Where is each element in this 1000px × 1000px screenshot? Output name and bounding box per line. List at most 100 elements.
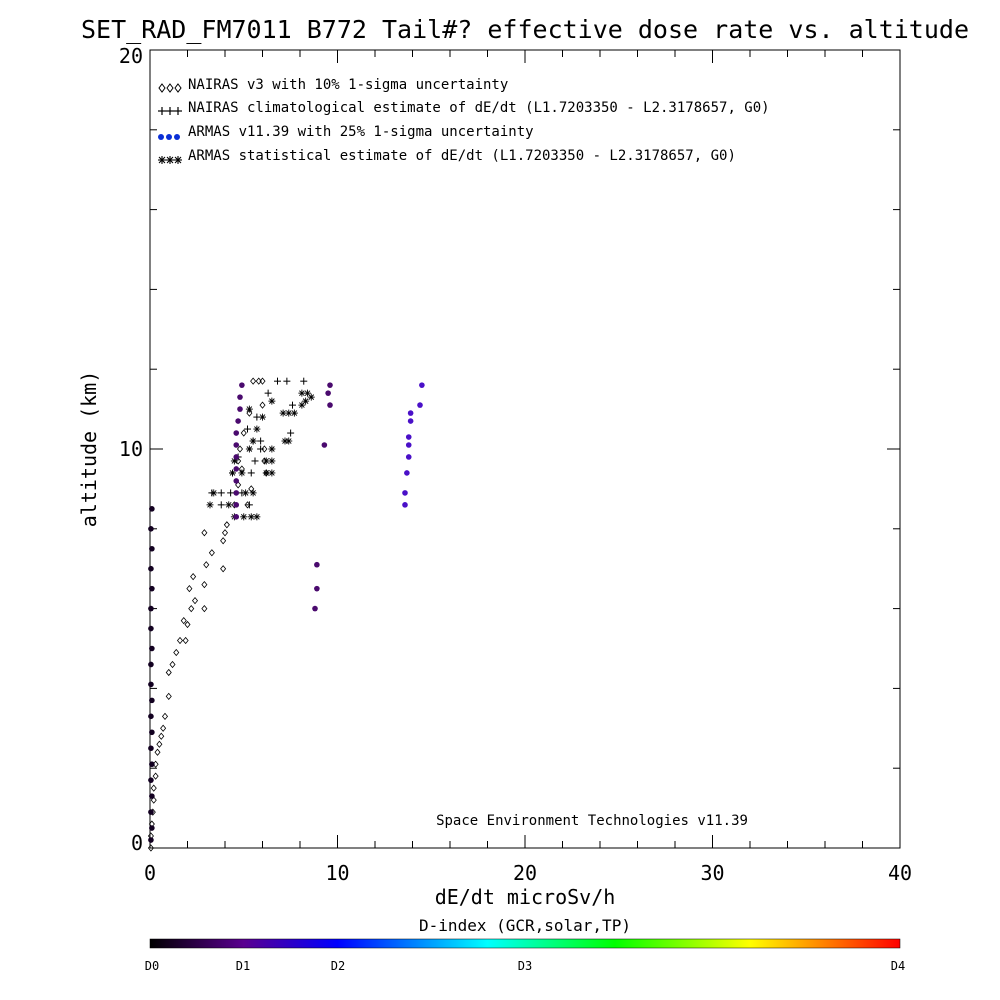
nairas-v3-point — [201, 581, 208, 589]
armas-v11-point — [402, 502, 408, 508]
legend-label-nairas-v3: NAIRAS v3 with 10% 1-sigma uncertainty — [188, 77, 508, 93]
axis-ticks — [149, 49, 901, 849]
colorbar-label-d4: D4 — [891, 959, 905, 973]
nairas-v3-point — [152, 772, 159, 780]
nairas-v3-point — [248, 485, 255, 493]
nairas-v3-point — [161, 712, 169, 720]
y-tick-label-20: 20 — [119, 44, 143, 68]
nairas-climatological-point — [251, 457, 259, 465]
legend-label-nairas-climatological: NAIRAS climatological estimate of dE/dt … — [188, 100, 770, 116]
nairas-v3-point — [147, 844, 154, 852]
legend-marker-dot — [158, 134, 180, 140]
armas-v11-point — [314, 585, 320, 592]
legend-marker-plus — [158, 107, 182, 115]
nairas-v3-point — [160, 724, 167, 732]
armas-v11-point — [404, 470, 410, 476]
nairas-v3-point — [186, 585, 193, 593]
armas-v11-point — [148, 745, 154, 752]
armas-v11-point — [149, 506, 155, 512]
armas-statistical-point — [210, 489, 218, 497]
armas-statistical-point — [268, 445, 276, 453]
x-tick-label-20: 20 — [513, 861, 537, 885]
nairas-climatological-point — [227, 489, 235, 497]
nairas-climatological-point — [264, 389, 272, 397]
nairas-climatological-point — [217, 489, 225, 497]
armas-v11-point — [148, 605, 154, 612]
armas-v11-point — [148, 565, 154, 572]
armas-v11-point — [148, 809, 154, 815]
colorbar-label-d1: D1 — [236, 959, 250, 973]
nairas-v3-point — [150, 796, 157, 804]
armas-v11-point — [233, 514, 240, 520]
armas-v11-point — [233, 454, 240, 460]
nairas-v3-point — [150, 784, 157, 792]
legend-label-armas-v11: ARMAS v11.39 with 25% 1-sigma uncertaint… — [188, 124, 534, 140]
colorbar — [149, 938, 901, 949]
armas-statistical-point — [268, 397, 276, 405]
nairas-v3-point — [182, 636, 189, 645]
armas-v11-point — [312, 605, 318, 612]
armas-statistical-point — [302, 397, 310, 405]
armas-v11-point — [405, 434, 412, 440]
nairas-v3-point — [165, 692, 172, 701]
nairas-climatological-point — [257, 437, 265, 445]
armas-v11-point — [419, 382, 425, 388]
armas-v11-point — [149, 585, 155, 592]
armas-statistical-point — [259, 413, 266, 421]
nairas-climatological-point — [245, 501, 253, 509]
armas-statistical-point — [245, 445, 253, 453]
armas-v11-point — [402, 490, 408, 496]
y-tick-label-10: 10 — [119, 437, 143, 461]
nairas-v3-point — [261, 445, 268, 453]
legend: NAIRAS v3 with 10% 1-sigma uncertainty N… — [158, 77, 770, 164]
armas-v11-point — [327, 382, 333, 388]
nairas-v3-point — [180, 616, 187, 625]
armas-v11-point — [327, 402, 333, 408]
armas-statistical-point — [238, 469, 246, 477]
armas-statistical-point — [245, 405, 253, 413]
nairas-v3-point — [201, 529, 208, 537]
armas-statistical-point — [253, 513, 261, 521]
y-tick-label-0: 0 — [131, 831, 143, 855]
nairas-v3-point — [188, 604, 195, 613]
data-marks — [147, 377, 425, 852]
nairas-climatological-point — [300, 377, 308, 385]
armas-v11-point — [233, 466, 240, 472]
nairas-v3-point — [154, 748, 161, 756]
armas-statistical-point — [242, 489, 250, 497]
colorbar-label-d3: D3 — [518, 959, 532, 973]
armas-v11-point — [405, 442, 412, 448]
armas-v11-point — [148, 777, 154, 783]
nairas-v3-point — [165, 668, 172, 677]
nairas-v3-point — [184, 620, 191, 629]
nairas-climatological-point — [247, 469, 255, 477]
nairas-v3-point — [203, 561, 210, 569]
armas-statistical-point — [307, 393, 315, 401]
nairas-v3-point — [201, 604, 208, 613]
nairas-v3-point — [236, 445, 244, 453]
nairas-v3-point — [169, 660, 176, 669]
x-tick-label-10: 10 — [325, 861, 349, 885]
armas-v11-point — [148, 713, 154, 720]
nairas-climatological-point — [289, 401, 296, 409]
armas-v11-point — [233, 502, 240, 508]
y-axis-label: altitude (km) — [77, 371, 101, 528]
armas-v11-point — [237, 406, 243, 412]
armas-statistical-point — [206, 501, 214, 509]
x-axis-label: dE/dt microSv/h — [435, 885, 616, 909]
armas-v11-point — [149, 729, 155, 736]
armas-v11-point — [148, 681, 154, 688]
armas-v11-point — [321, 442, 328, 448]
armas-statistical-point — [240, 513, 248, 521]
armas-statistical-point — [229, 469, 236, 477]
armas-v11-point — [149, 825, 155, 831]
armas-v11-point — [233, 430, 240, 436]
nairas-v3-point — [220, 537, 227, 545]
nairas-v3-point — [173, 648, 180, 657]
nairas-v3-point — [235, 481, 242, 489]
nairas-climatological-point — [274, 377, 281, 385]
nairas-v3-point — [246, 409, 253, 417]
armas-statistical-point — [285, 437, 293, 445]
armas-v11-point — [325, 390, 331, 396]
nairas-climatological-point — [287, 429, 295, 437]
